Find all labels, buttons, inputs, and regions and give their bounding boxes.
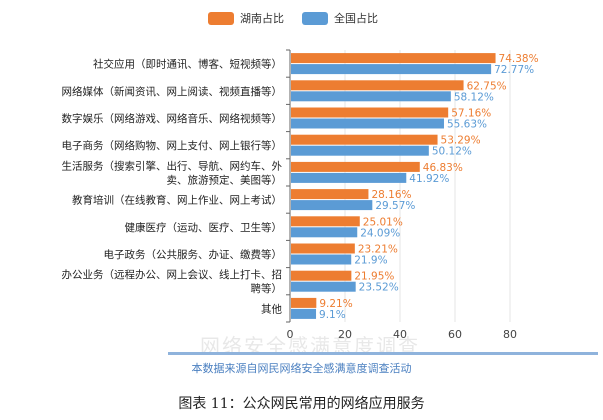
legend-swatch-hunan [208,11,234,25]
bar-national [291,145,429,156]
bar-hunan [291,80,464,91]
category-label: 数字娱乐（网络游戏、网络音乐、网络视频等） [62,112,283,125]
legend: 湖南占比 全国占比 [0,8,603,28]
bar-hunan [291,216,360,227]
data-label-national: 29.57% [375,200,415,212]
bar-national [291,254,352,265]
data-label-hunan: 23.21% [358,244,398,256]
legend-swatch-national [302,11,328,25]
figure-caption: 图表 11：公众网民常用的网络应用服务 [178,396,425,412]
category-label: 聘等） [251,282,283,295]
bar-hunan [291,107,449,118]
bar-national [291,64,492,75]
x-tick-label: 60 [448,328,462,341]
x-tick-label: 80 [503,328,517,341]
category-label: 办公业务（远程办公、网上会议、线上打卡、招 [62,268,283,281]
data-label-national: 21.9% [354,255,387,267]
data-label-national: 55.63% [447,119,487,131]
bar-national [291,200,373,211]
data-label-hunan: 9.21% [319,298,352,310]
legend-label-hunan: 湖南占比 [240,12,284,25]
data-label-hunan: 21.95% [354,271,394,283]
bar-hunan [291,189,369,200]
data-label-national: 50.12% [432,146,472,158]
category-label: 生活服务（搜索引擎、出行、导航、网约车、外 [62,159,283,172]
legend-item-hunan: 湖南占比 [208,8,284,28]
bar-national [291,91,451,102]
category-label: 电子商务（网络购物、网上支付、网上银行等） [62,139,283,152]
data-label-hunan: 53.29% [441,135,481,147]
data-label-hunan: 62.75% [467,80,507,92]
category-label: 网络媒体（新闻资讯、网上阅读、视频直播等） [62,85,283,98]
x-tick-label: 40 [393,328,407,341]
category-label: 教育培训（在线教育、网上作业、网上考试） [72,194,282,207]
x-tick-label: 20 [338,328,352,341]
bar-hunan [291,270,352,281]
data-label-hunan: 74.38% [499,53,539,65]
bar-hunan [291,134,438,145]
bar-hunan [291,297,317,308]
category-label: 健康医疗（运动、医疗、卫生等） [125,221,283,234]
bar-national [291,172,407,183]
data-label-national: 9.1% [319,309,346,321]
data-label-national: 24.09% [360,227,400,239]
bar-hunan [291,53,496,64]
bar-national [291,227,358,238]
category-label: 其他 [261,302,282,315]
category-label: 社交应用（即时通讯、博客、短视频等） [93,58,282,71]
bar-national [291,281,356,292]
legend-label-national: 全国占比 [334,12,378,25]
data-label-national: 41.92% [409,173,449,185]
bar-national [291,308,317,319]
bar-hunan [291,243,355,254]
bar-national [291,118,444,129]
data-label-hunan: 46.83% [423,162,463,174]
divider-line [168,352,598,355]
data-label-national: 72.77% [494,64,534,76]
data-label-national: 58.12% [454,91,494,103]
data-label-hunan: 25.01% [363,216,403,228]
category-label: 卖、旅游预定、美图等） [167,173,283,186]
category-label: 电子政务（公共服务、办证、缴费等） [104,248,283,261]
x-tick-label: 0 [287,328,294,341]
data-label-hunan: 28.16% [371,189,411,201]
bar-hunan [291,161,420,172]
data-label-hunan: 57.16% [451,108,491,120]
legend-item-national: 全国占比 [302,8,378,28]
data-label-national: 23.52% [359,282,399,294]
source-note: 本数据来源自网民网络安全感满意度调查活动 [191,362,412,375]
bar-chart: 0 20 40 60 80 社交应用（即时通讯、博客、短视频等） 74.38%72.77% 网… [62,49,539,341]
